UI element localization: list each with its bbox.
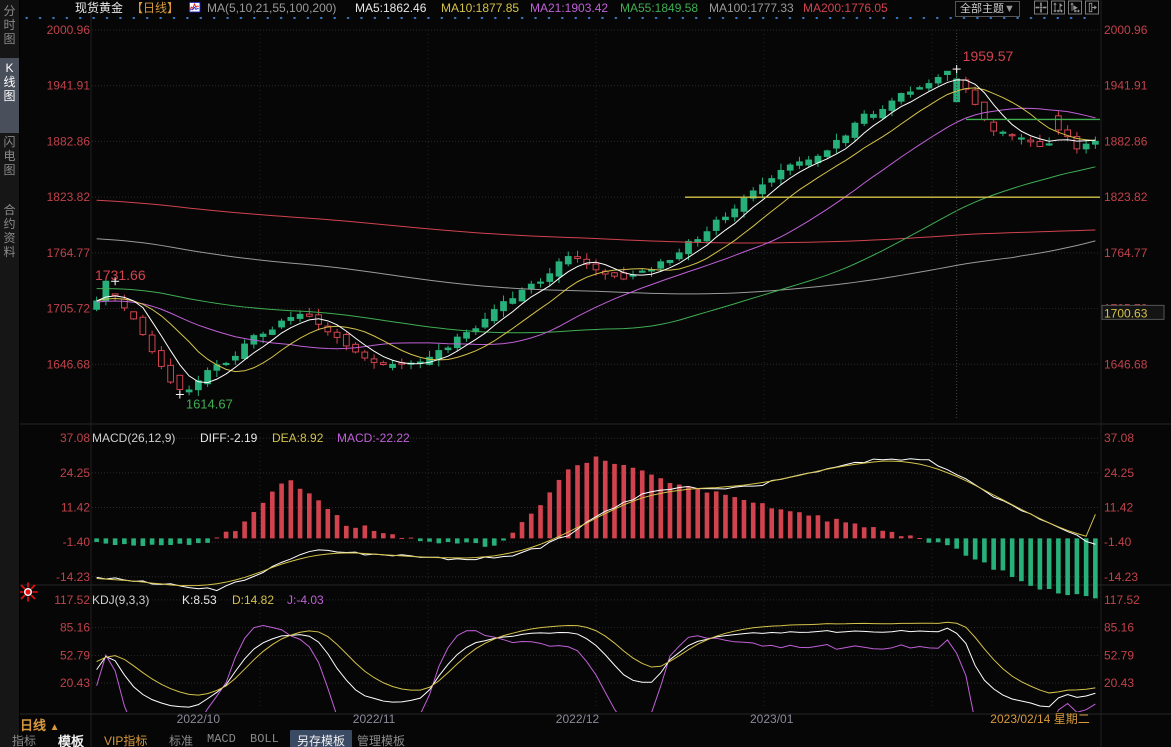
svg-text:-1.40: -1.40	[63, 535, 91, 549]
svg-text:11.42: 11.42	[61, 501, 90, 515]
svg-text:1941.91: 1941.91	[1104, 79, 1148, 93]
svg-text:2022/12: 2022/12	[556, 712, 600, 726]
svg-text:MACD(26,12,9): MACD(26,12,9)	[92, 431, 175, 445]
svg-text:1941.91: 1941.91	[47, 79, 91, 93]
svg-text:2023/02/14 星期二: 2023/02/14 星期二	[990, 712, 1089, 726]
svg-text:-1.40: -1.40	[1104, 535, 1132, 549]
svg-text:1823.82: 1823.82	[47, 190, 91, 204]
svg-text:52.79: 52.79	[1104, 648, 1134, 662]
svg-text:J:-4.03: J:-4.03	[287, 593, 324, 607]
svg-text:MACD:-22.22: MACD:-22.22	[337, 431, 410, 445]
svg-text:20.43: 20.43	[1104, 676, 1134, 690]
svg-text:37.08: 37.08	[60, 431, 90, 445]
svg-text:2000.96: 2000.96	[47, 23, 91, 37]
svg-text:1646.68: 1646.68	[47, 357, 91, 371]
svg-text:K:8.53: K:8.53	[182, 593, 217, 607]
svg-text:20.43: 20.43	[60, 676, 90, 690]
svg-text:1882.86: 1882.86	[1104, 134, 1148, 148]
svg-text:DIFF:-2.19: DIFF:-2.19	[200, 431, 258, 445]
svg-text:1646.68: 1646.68	[1104, 357, 1148, 371]
svg-text:117.52: 117.52	[1104, 593, 1140, 607]
svg-text:1764.77: 1764.77	[47, 246, 91, 260]
svg-text:117.52: 117.52	[54, 593, 90, 607]
svg-text:1700.63: 1700.63	[1104, 306, 1148, 320]
svg-text:85.16: 85.16	[60, 621, 90, 635]
svg-text:1823.82: 1823.82	[1104, 190, 1148, 204]
svg-text:KDJ(9,3,3): KDJ(9,3,3)	[92, 593, 149, 607]
svg-text:1614.67: 1614.67	[186, 396, 233, 411]
svg-text:1705.72: 1705.72	[47, 302, 91, 316]
svg-text:-14.23: -14.23	[1104, 570, 1138, 584]
svg-text:24.25: 24.25	[60, 466, 90, 480]
svg-text:52.79: 52.79	[60, 648, 90, 662]
svg-text:37.08: 37.08	[1104, 431, 1134, 445]
svg-text:DEA:8.92: DEA:8.92	[272, 431, 324, 445]
svg-text:1959.57: 1959.57	[963, 48, 1014, 64]
svg-text:-14.23: -14.23	[56, 570, 90, 584]
svg-text:24.25: 24.25	[1104, 466, 1134, 480]
svg-text:85.16: 85.16	[1104, 621, 1134, 635]
svg-text:11.42: 11.42	[1104, 501, 1133, 515]
svg-text:2022/10: 2022/10	[177, 712, 221, 726]
svg-text:D:14.82: D:14.82	[232, 593, 274, 607]
svg-text:1731.66: 1731.66	[95, 267, 146, 283]
svg-text:2023/01: 2023/01	[750, 712, 794, 726]
svg-text:2022/11: 2022/11	[353, 712, 396, 726]
svg-text:1764.77: 1764.77	[1104, 246, 1148, 260]
svg-text:2000.96: 2000.96	[1104, 23, 1148, 37]
svg-text:1882.86: 1882.86	[47, 134, 91, 148]
